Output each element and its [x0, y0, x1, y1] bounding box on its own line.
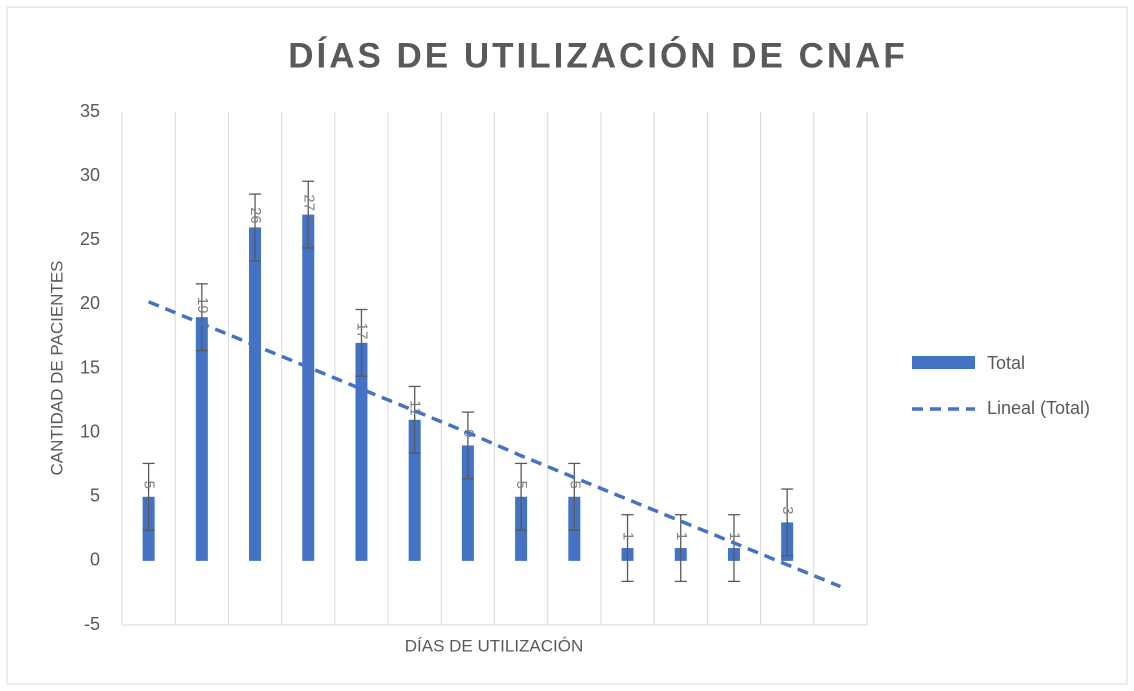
legend-label: Total [987, 353, 1025, 373]
data-label: 5 [566, 481, 583, 489]
data-label: 5 [513, 481, 530, 489]
x-axis-label: DÍAS DE UTILIZACIÓN [405, 636, 584, 655]
chart-title: DÍAS DE UTILIZACIÓN DE CNAF [288, 35, 908, 75]
y-tick-label: 5 [90, 486, 100, 506]
y-tick-label: 20 [80, 293, 100, 313]
error-bar [355, 308, 368, 377]
y-tick-label: 15 [80, 357, 100, 377]
error-bar [461, 411, 474, 480]
bar [461, 445, 474, 561]
y-tick-label: 30 [80, 165, 100, 185]
data-label: 19 [194, 297, 211, 314]
error-bar [674, 514, 687, 583]
bar [195, 317, 208, 561]
data-label: 1 [620, 532, 637, 540]
error-bar [195, 283, 208, 352]
error-bar [142, 462, 155, 531]
legend-label: Lineal (Total) [987, 398, 1090, 418]
data-label: 27 [300, 194, 317, 211]
error-bar [408, 385, 421, 454]
y-tick-label: 0 [90, 550, 100, 570]
legend-swatch [912, 356, 975, 369]
y-axis-label: CANTIDAD DE PACIENTES [47, 260, 66, 475]
chart-border [6, 6, 1128, 685]
y-tick-label: -5 [84, 614, 100, 634]
error-bar [249, 193, 262, 262]
data-label: 3 [779, 506, 796, 514]
error-bar [515, 462, 528, 531]
bar [249, 227, 262, 561]
y-tick-label: 10 [80, 421, 100, 441]
data-label: 5 [141, 481, 158, 489]
y-tick-label: 35 [80, 101, 100, 121]
data-label: 26 [247, 207, 264, 224]
error-bar [568, 462, 581, 531]
error-bar [302, 180, 315, 249]
error-bar [621, 514, 634, 583]
bar [355, 342, 368, 561]
y-tick-label: 25 [80, 229, 100, 249]
data-label: 17 [353, 323, 370, 340]
bar [408, 419, 421, 561]
bar [302, 214, 315, 561]
error-bar [781, 488, 794, 557]
data-label: 1 [673, 532, 690, 540]
error-bar [727, 514, 740, 583]
data-label: 1 [726, 532, 743, 540]
